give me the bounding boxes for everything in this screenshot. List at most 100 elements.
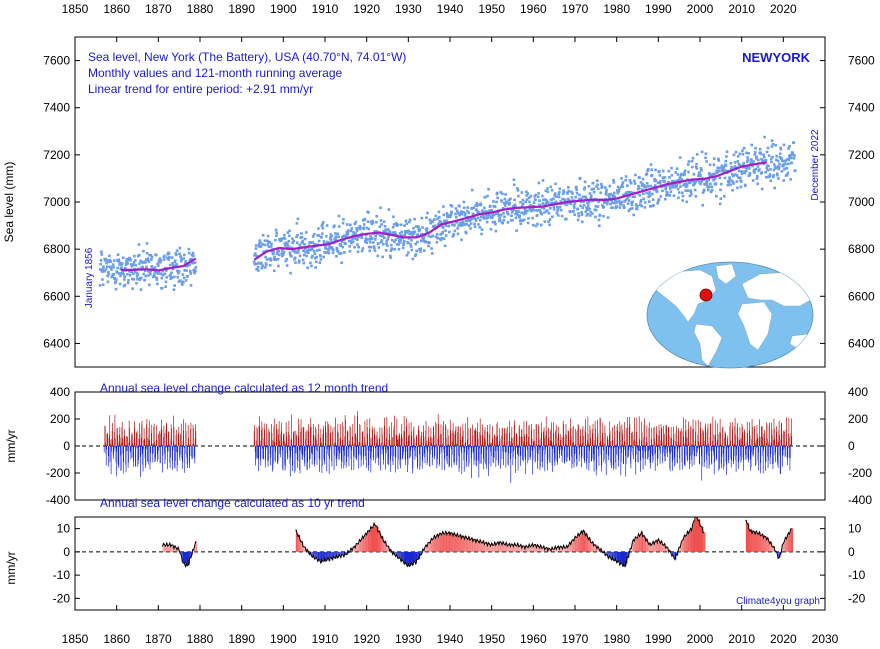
trend-10-yr-fill [583, 530, 585, 552]
monthly-value-point [288, 253, 292, 257]
monthly-value-point [516, 189, 520, 192]
monthly-value-point [317, 227, 320, 230]
trend-10-yr-fill [636, 538, 638, 552]
monthly-value-point [387, 208, 391, 211]
monthly-value-point [282, 236, 285, 240]
monthly-value-point [482, 215, 486, 219]
monthly-value-point [459, 224, 463, 227]
monthly-value-point [173, 275, 176, 279]
trend-10-yr-fill [401, 551, 403, 562]
monthly-value-point [159, 272, 163, 276]
monthly-value-point [326, 247, 330, 251]
monthly-value-point [328, 246, 332, 250]
monthly-value-point [466, 209, 469, 213]
monthly-value-point [493, 205, 497, 208]
monthly-value-point [737, 169, 741, 173]
monthly-value-point [581, 206, 584, 210]
trend-10-yr-fill [502, 544, 504, 552]
trend-10-yr-fill [789, 533, 791, 552]
trend-10-yr-fill [615, 551, 617, 559]
trend-10-yr-fill [704, 532, 706, 552]
monthly-value-point [749, 161, 752, 165]
bottom-x-tick-label: 1890 [228, 632, 255, 646]
trend-10-yr-fill [681, 542, 683, 552]
monthly-value-point [304, 231, 308, 234]
station-label: NEWYORK [742, 50, 811, 65]
monthly-value-point [527, 216, 530, 220]
monthly-value-point [104, 268, 108, 271]
monthly-value-point [782, 179, 785, 182]
monthly-value-point [159, 260, 162, 264]
monthly-value-point [730, 173, 734, 176]
monthly-value-point [159, 259, 163, 262]
monthly-value-point [604, 191, 608, 194]
monthly-value-point [609, 192, 613, 196]
monthly-value-point [745, 151, 748, 155]
monthly-value-point [101, 278, 104, 281]
monthly-value-point [573, 201, 577, 205]
monthly-value-point [108, 258, 112, 262]
trend-10-yr-fill [692, 524, 695, 552]
trend-10-yr-fill [428, 542, 430, 552]
monthly-value-point [176, 271, 180, 275]
monthly-value-point [385, 239, 389, 243]
monthly-value-point [454, 212, 457, 216]
monthly-value-point [98, 284, 102, 287]
trend-10-yr-fill [185, 551, 187, 567]
monthly-value-point [188, 258, 192, 262]
trend-10-yr-fill [303, 546, 305, 552]
trend-10-yr-fill [323, 551, 326, 562]
monthly-value-point [337, 225, 341, 228]
trend-10-yr-fill [439, 533, 441, 552]
monthly-value-point [305, 254, 308, 258]
trend-10-yr-fill [560, 546, 562, 552]
monthly-value-point [740, 170, 743, 173]
monthly-value-point [671, 185, 675, 189]
monthly-value-point [730, 165, 733, 169]
monthly-value-point [511, 205, 515, 208]
monthly-value-point [576, 207, 580, 211]
monthly-value-point [672, 194, 676, 198]
monthly-value-point [284, 259, 288, 263]
monthly-value-point [377, 246, 381, 249]
monthly-value-point [491, 220, 495, 224]
monthly-value-point [120, 266, 123, 269]
monthly-value-point [324, 244, 328, 247]
monthly-value-point [550, 198, 554, 202]
trend-10-yr-fill [329, 551, 331, 561]
monthly-value-point [172, 288, 176, 292]
monthly-value-point [285, 257, 289, 261]
monthly-value-point [126, 273, 129, 276]
monthly-value-point [492, 213, 496, 217]
monthly-value-point [465, 223, 468, 226]
monthly-value-point [449, 213, 453, 217]
trend-10-yr-fill [384, 542, 386, 552]
trend-10-yr-fill [660, 543, 662, 552]
monthly-value-point [488, 204, 492, 208]
monthly-value-point [679, 185, 682, 188]
trend-10-yr-fill [656, 540, 658, 552]
monthly-value-point [590, 188, 593, 191]
monthly-value-point [621, 193, 625, 197]
monthly-value-point [707, 185, 711, 189]
monthly-value-point [491, 216, 494, 219]
monthly-value-point [493, 220, 497, 224]
monthly-value-point [631, 195, 635, 199]
trend-10-yr-fill [647, 542, 650, 552]
monthly-value-point [700, 179, 704, 183]
monthly-value-point [253, 262, 257, 266]
annual-change-12-month-y-label: mm/yr [4, 429, 18, 462]
monthly-value-point [732, 174, 735, 178]
monthly-value-point [586, 201, 589, 205]
monthly-value-point [133, 254, 136, 258]
monthly-value-point [612, 191, 616, 195]
monthly-value-point [284, 241, 288, 244]
monthly-value-point [540, 223, 543, 227]
trend-10-yr-fill [522, 545, 525, 552]
monthly-value-point [344, 234, 348, 238]
trend-10-yr-fill [633, 539, 635, 552]
monthly-value-point [298, 259, 301, 263]
monthly-value-point [392, 215, 395, 219]
monthly-value-point [405, 231, 409, 234]
